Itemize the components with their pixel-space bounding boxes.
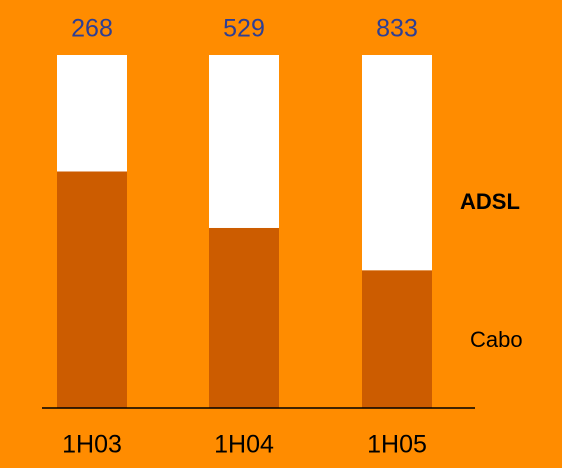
total-label: 529 xyxy=(223,15,265,43)
x-tick-label: 1H05 xyxy=(367,431,427,459)
legend-label: Cabo xyxy=(470,327,523,352)
bar-segment xyxy=(57,171,127,408)
legend-label: ADSL xyxy=(460,189,520,214)
bar-segment xyxy=(209,227,279,408)
bar-segment xyxy=(57,55,127,172)
bar-segment xyxy=(362,270,432,408)
x-tick-label: 1H03 xyxy=(62,431,122,459)
total-label: 268 xyxy=(71,15,113,43)
total-label: 833 xyxy=(376,15,418,43)
x-tick-label: 1H04 xyxy=(214,431,274,459)
bar-segment xyxy=(362,55,432,271)
bar-segment xyxy=(209,55,279,228)
